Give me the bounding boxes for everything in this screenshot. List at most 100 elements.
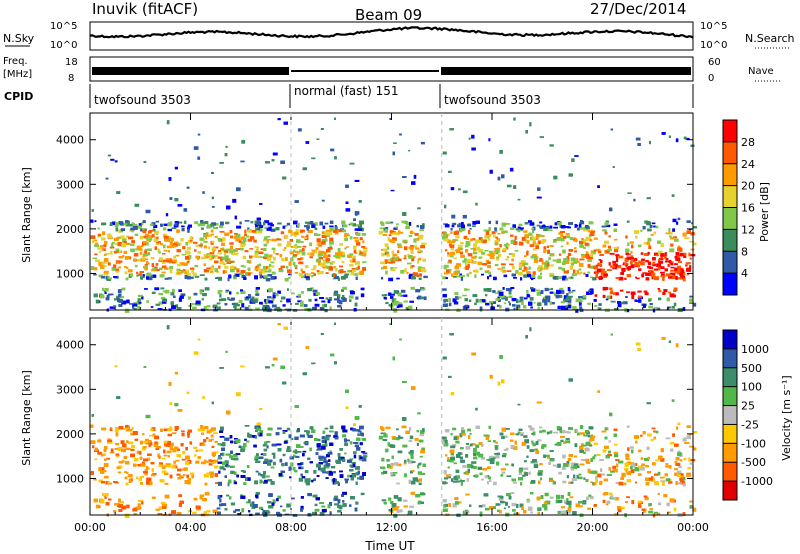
echo-cell <box>536 291 541 296</box>
echo-cell <box>609 252 615 255</box>
echo-cell <box>420 141 425 145</box>
echo-cell <box>658 250 663 255</box>
echo-cell <box>345 275 348 279</box>
echo-cell <box>188 241 192 244</box>
echo-cell <box>288 276 291 279</box>
echo-cell <box>682 272 686 276</box>
echo-cell <box>346 234 350 237</box>
echo-cell <box>654 306 658 309</box>
echo-cell <box>266 265 271 270</box>
echo-cell <box>224 232 230 236</box>
echo-cell <box>527 273 532 278</box>
echo-cell <box>226 289 230 292</box>
echo-cell <box>528 232 533 236</box>
echo-cell <box>410 286 415 290</box>
echo-cell <box>288 273 292 276</box>
echo-cell <box>683 255 687 258</box>
echo-cell <box>442 294 447 298</box>
echo-cell <box>684 237 690 239</box>
echo-cell <box>546 245 549 249</box>
echo-cell <box>116 191 121 194</box>
echo-cell <box>384 252 388 256</box>
echo-cell <box>381 252 385 257</box>
echo-cell <box>576 260 580 263</box>
echo-cell <box>235 233 241 238</box>
echo-cell <box>399 133 402 136</box>
echo-cell <box>214 260 219 264</box>
echo-cell <box>137 298 141 302</box>
echo-cell <box>288 261 292 264</box>
echo-cell <box>615 292 619 296</box>
echo-cell <box>575 224 579 227</box>
echo-cell <box>548 257 551 260</box>
echo-cell <box>617 303 622 308</box>
echo-cell <box>595 270 598 275</box>
echo-cell <box>627 253 631 256</box>
echo-cell <box>519 298 524 303</box>
echo-cell <box>264 274 268 278</box>
echo-cell <box>663 289 668 293</box>
echo-cell <box>465 288 470 291</box>
echo-cell <box>115 227 119 232</box>
echo-cell <box>299 249 303 253</box>
echo-cell <box>626 291 630 293</box>
echo-cell <box>568 249 573 252</box>
echo-cell <box>339 265 343 268</box>
echo-cell <box>133 302 136 305</box>
echo-cell <box>680 276 686 280</box>
echo-cell <box>417 258 422 261</box>
echo-cell <box>378 230 383 235</box>
echo-cell <box>110 158 115 161</box>
echo-cell <box>489 256 495 259</box>
echo-cell <box>244 233 247 236</box>
echo-cell <box>92 257 98 260</box>
echo-cell <box>593 237 598 240</box>
echo-cell <box>118 304 123 307</box>
echo-cell <box>384 227 389 230</box>
echo-cell <box>200 220 204 223</box>
echo-cell <box>660 255 663 259</box>
echo-cell <box>277 243 282 247</box>
echo-cell <box>240 290 246 294</box>
echo-cell <box>110 250 113 255</box>
echo-cell <box>398 231 404 234</box>
echo-cell <box>558 253 562 256</box>
echo-cell <box>469 299 472 302</box>
echo-cell <box>617 264 622 269</box>
echo-cell <box>338 251 343 256</box>
echo-cell <box>321 235 326 238</box>
echo-cell <box>297 223 300 227</box>
echo-cell <box>320 252 324 256</box>
echo-cell <box>329 240 334 245</box>
echo-cell <box>357 265 360 270</box>
echo-cell <box>288 229 292 234</box>
echo-cell <box>236 225 242 229</box>
echo-cell <box>94 253 98 256</box>
echo-cell <box>451 214 456 219</box>
echo-cell <box>570 295 573 298</box>
echo-cell <box>396 277 400 280</box>
echo-cell <box>683 136 687 140</box>
echo-cell <box>241 236 246 240</box>
echo-cell <box>108 293 112 296</box>
echo-cell <box>325 297 329 300</box>
echo-cell <box>259 225 264 228</box>
ytick-label: 1000 <box>56 267 84 280</box>
cpid-label: CPID <box>4 90 33 103</box>
echo-cell <box>103 272 109 276</box>
echo-cell <box>146 272 152 277</box>
echo-cell <box>342 286 347 290</box>
echo-cell <box>183 262 188 266</box>
echo-cell <box>597 185 600 188</box>
echo-cell <box>610 128 613 131</box>
power-colorbar-tick-label: 24 <box>741 158 755 171</box>
echo-cell <box>229 291 232 295</box>
echo-cell <box>129 224 133 227</box>
echo-cell <box>532 271 536 275</box>
echo-cell <box>667 306 671 309</box>
echo-cell <box>677 247 682 252</box>
echo-cell <box>94 244 99 247</box>
echo-cell <box>219 290 223 293</box>
echo-cell <box>165 213 169 217</box>
echo-cell <box>509 167 514 172</box>
